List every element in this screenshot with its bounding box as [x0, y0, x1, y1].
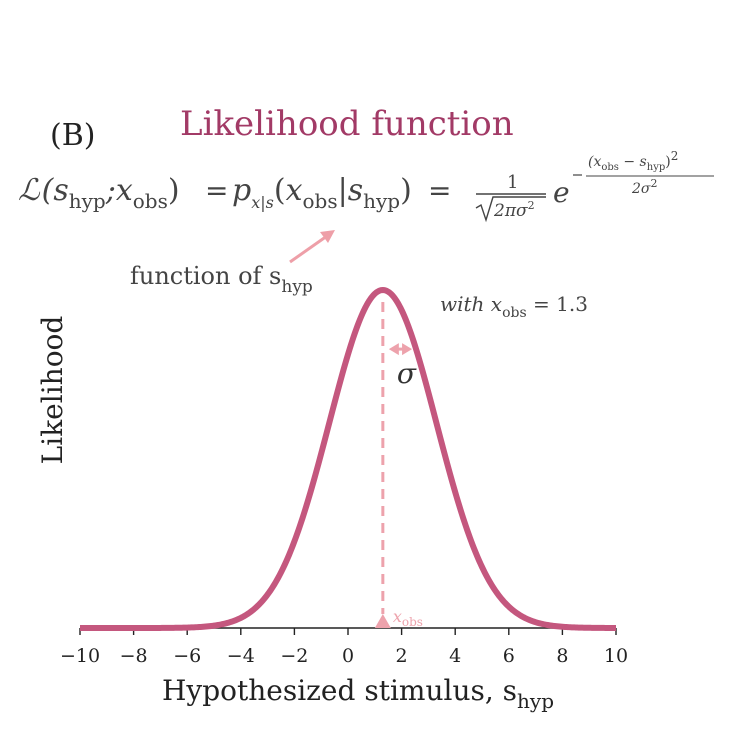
- formula-x: x: [116, 173, 133, 208]
- x-tick-label: 6: [503, 645, 515, 667]
- x-axis-ticks: −10 −8 −6 −4 −2 0 2 4 6 8 10: [60, 628, 628, 667]
- formula-one: 1: [507, 172, 518, 193]
- formula-sub-hyp-2: hyp: [363, 189, 400, 213]
- with-value: = 1.3: [527, 292, 588, 316]
- formula-exp-hyp: hyp: [647, 162, 666, 173]
- svg-text:Hypothesized stimulus, shyp: Hypothesized stimulus, shyp: [162, 674, 554, 713]
- svg-text:ℒ(shyp;xobs): ℒ(shyp;xobs): [18, 173, 180, 213]
- y-axis-label: Likelihood: [36, 316, 69, 465]
- function-of-arrow: [289, 230, 335, 264]
- function-of-label: function of s: [130, 262, 281, 290]
- svg-text:xobs: xobs: [393, 607, 423, 629]
- svg-text:2πσ2: 2πσ2: [493, 199, 535, 221]
- formula-exp-obs: obs: [601, 162, 619, 173]
- formula-p: p: [232, 173, 251, 208]
- formula-exp-den: 2σ: [631, 181, 651, 197]
- formula-exp-den-sq: 2: [650, 177, 657, 190]
- x-tick-label: −6: [173, 645, 201, 667]
- x-tick-label: 2: [396, 645, 408, 667]
- with-sub: obs: [502, 305, 527, 321]
- x-tick-label: 8: [556, 645, 568, 667]
- svg-text:(xobs − shyp)2: (xobs − shyp)2: [588, 149, 678, 173]
- formula-s-2: s: [348, 173, 363, 208]
- x-tick-label: −4: [227, 645, 255, 667]
- likelihood-curve: [78, 287, 618, 631]
- sigma-arrow: [388, 343, 413, 356]
- x-tick-label: 10: [604, 645, 628, 667]
- formula-equals-1: =: [205, 174, 228, 207]
- x-axis-label: Hypothesized stimulus, s: [162, 674, 517, 707]
- formula-e: e: [553, 176, 570, 209]
- chart-title: Likelihood function: [180, 104, 514, 144]
- sqrt-sign: [475, 196, 546, 223]
- sigma-arrow-head: [388, 343, 399, 356]
- sigma-label: σ: [397, 357, 417, 390]
- svg-text:with xobs = 1.3: with xobs = 1.3: [440, 292, 588, 321]
- formula-sqrt-pow: 2: [528, 199, 535, 212]
- formula-sub-obs-2: obs: [302, 189, 337, 213]
- formula-script-l: ℒ: [18, 173, 41, 208]
- formula-s: s: [53, 173, 68, 208]
- panel-label: (B): [50, 118, 95, 153]
- formula-exp-num-mid: − s: [619, 154, 647, 170]
- svg-text:function of shyp: function of shyp: [130, 262, 313, 297]
- x-tick-label: −10: [60, 645, 100, 667]
- with-label: with x: [440, 292, 502, 316]
- xobs-marker-label: x: [393, 607, 402, 626]
- x-tick-label: −8: [120, 645, 148, 667]
- svg-text:px|s(xobs|shyp): px|s(xobs|shyp): [232, 173, 412, 213]
- x-tick-label: 4: [449, 645, 461, 667]
- formula-exp-num-left: (x: [588, 154, 601, 170]
- function-of-sub: hyp: [281, 277, 313, 297]
- formula-exp-num-right: ): [665, 154, 670, 170]
- likelihood-formula: ℒ(shyp;xobs) = px|s(xobs|shyp) = 1 2πσ2 …: [18, 149, 714, 223]
- x-tick-label: 0: [342, 645, 354, 667]
- xobs-triangle-marker: [374, 614, 391, 628]
- formula-p-sub: x|s: [251, 193, 274, 212]
- formula-equals-2: =: [428, 174, 451, 207]
- formula-sub-hyp: hyp: [69, 189, 106, 213]
- formula-sub-obs: obs: [133, 189, 168, 213]
- sigma-arrow-head: [402, 343, 413, 356]
- plot-area: −10 −8 −6 −4 −2 0 2 4 6 8 10: [60, 287, 628, 667]
- formula-sqrt-arg: 2πσ: [493, 201, 528, 221]
- xobs-marker-sub: obs: [402, 615, 423, 629]
- formula-exp-sq: 2: [671, 149, 679, 163]
- x-axis-label-sub: hyp: [517, 689, 554, 713]
- svg-text:2σ2: 2σ2: [631, 177, 657, 197]
- x-tick-label: −2: [280, 645, 308, 667]
- formula-x-2: x: [286, 173, 303, 208]
